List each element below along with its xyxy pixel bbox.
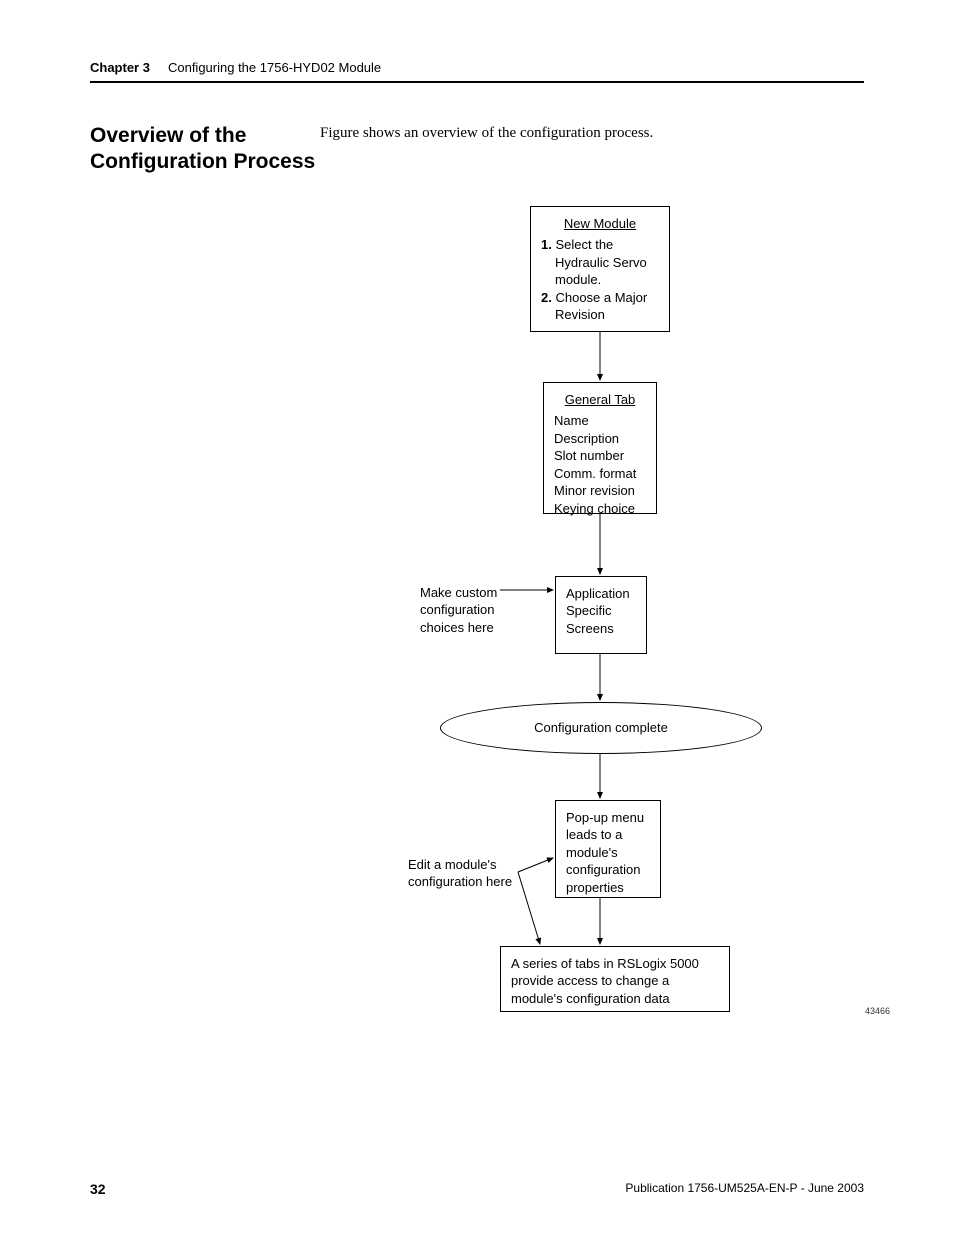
heading-line-1: Overview of the <box>90 124 246 147</box>
page-footer: 32 Publication 1756-UM525A-EN-P - June 2… <box>90 1181 864 1197</box>
section-heading: Overview of the Configuration Process <box>90 123 320 176</box>
page-header: Chapter 3 Configuring the 1756-HYD02 Mod… <box>90 60 864 83</box>
chapter-label: Chapter 3 <box>90 60 150 75</box>
intro-text: Figure shows an overview of the configur… <box>320 123 653 142</box>
content-row: Overview of the Configuration Process Fi… <box>90 123 864 176</box>
heading-line-2: Configuration Process <box>90 150 315 173</box>
flowchart: New Module 1. Select the Hydraulic Servo… <box>340 206 860 1086</box>
publication-info: Publication 1756-UM525A-EN-P - June 2003 <box>625 1181 864 1197</box>
figure-number: 43466 <box>865 1006 890 1016</box>
flow-connectors <box>340 206 860 1086</box>
page-number: 32 <box>90 1181 106 1197</box>
chapter-title: Configuring the 1756-HYD02 Module <box>168 60 381 75</box>
